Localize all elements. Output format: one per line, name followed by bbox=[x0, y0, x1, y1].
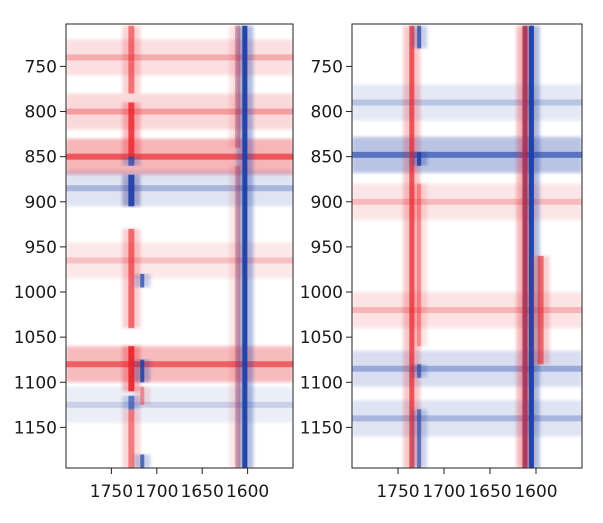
heatmap-row-line bbox=[66, 257, 293, 264]
heatmap-row-line bbox=[66, 185, 293, 192]
heatmap-row-line bbox=[352, 365, 582, 372]
heatmap-negative-band bbox=[417, 364, 422, 378]
x-tick-label: 1600 bbox=[226, 482, 269, 502]
y-tick-label: 950 bbox=[25, 238, 57, 258]
heatmap-row-band bbox=[66, 386, 293, 423]
heatmap-row-band bbox=[352, 400, 582, 437]
heatmap-positive-band bbox=[128, 346, 135, 392]
heatmap-row-band bbox=[66, 93, 293, 130]
heatmap-negative-band bbox=[140, 273, 145, 288]
heatmap-positive-band bbox=[417, 183, 422, 347]
heatmap-positive-band bbox=[537, 255, 544, 365]
heatmap-negative-band bbox=[128, 156, 135, 166]
heatmap-negative-band bbox=[417, 25, 422, 49]
heatmap-row-line bbox=[66, 54, 293, 61]
heatmap-row-line bbox=[352, 198, 582, 205]
heatmap-positive-band bbox=[128, 228, 135, 329]
heatmap-row-band bbox=[66, 39, 293, 76]
y-tick-label: 950 bbox=[311, 238, 343, 258]
heatmap-negative-band bbox=[242, 25, 248, 468]
y-tick-label: 1050 bbox=[14, 328, 57, 348]
heatmap-negative-band bbox=[528, 25, 534, 468]
y-tick-label: 1100 bbox=[300, 373, 343, 393]
y-tick-label: 800 bbox=[25, 103, 57, 123]
heatmap-negative-band bbox=[417, 152, 422, 166]
heatmap-plot-area bbox=[352, 24, 582, 468]
heatmap-row-line bbox=[352, 307, 582, 314]
y-tick-label: 1100 bbox=[14, 373, 57, 393]
y-tick-label: 1000 bbox=[14, 283, 57, 303]
heatmap-plot-area bbox=[66, 24, 293, 468]
heatmap-row-line bbox=[66, 361, 293, 368]
y-tick-label: 1000 bbox=[300, 283, 343, 303]
y-tick-label: 750 bbox=[25, 57, 57, 77]
y-tick-label: 850 bbox=[25, 148, 57, 168]
x-tick-label: 1700 bbox=[135, 482, 178, 502]
heatmap-positive-band bbox=[128, 25, 135, 94]
x-tick-label: 1750 bbox=[376, 482, 419, 502]
heatmap-negative-band bbox=[417, 409, 422, 468]
plot-frame bbox=[65, 23, 294, 469]
x-tick-label: 1600 bbox=[514, 482, 557, 502]
heatmap-row-band bbox=[66, 170, 293, 207]
y-tick-label: 900 bbox=[311, 193, 343, 213]
x-tick-label: 1650 bbox=[181, 482, 224, 502]
x-tick-label: 1700 bbox=[422, 482, 465, 502]
heatmap-positive-band bbox=[128, 409, 135, 468]
heatmap-band-halo bbox=[411, 183, 428, 347]
heatmap-row-band bbox=[66, 242, 293, 279]
heatmap-row-line bbox=[352, 415, 582, 422]
heatmap-positive-band bbox=[140, 386, 145, 405]
plot-frame bbox=[351, 23, 583, 469]
heatmap-negative-band bbox=[140, 454, 145, 468]
heatmap-negative-band bbox=[128, 395, 135, 410]
x-tick-label: 1750 bbox=[90, 482, 133, 502]
heatmap-row-band bbox=[352, 84, 582, 121]
y-tick-label: 900 bbox=[25, 193, 57, 213]
y-tick-label: 1050 bbox=[300, 328, 343, 348]
heatmap-negative-band bbox=[140, 359, 145, 383]
y-tick-label: 800 bbox=[311, 103, 343, 123]
y-tick-label: 750 bbox=[311, 57, 343, 77]
heatmap-row-line bbox=[352, 151, 582, 158]
y-tick-label: 850 bbox=[311, 148, 343, 168]
heatmap-row-line bbox=[66, 108, 293, 115]
y-tick-label: 1150 bbox=[300, 418, 343, 438]
heatmap-row-line bbox=[66, 401, 293, 408]
heatmap-row-line bbox=[66, 153, 293, 160]
heatmap-row-line bbox=[352, 99, 582, 106]
heatmap-band-halo bbox=[134, 386, 151, 405]
heatmap-positive-band bbox=[128, 102, 135, 157]
heatmap-negative-band bbox=[128, 174, 135, 207]
heatmap-row-band bbox=[352, 183, 582, 220]
x-tick-label: 1650 bbox=[468, 482, 511, 502]
y-tick-label: 1150 bbox=[14, 418, 57, 438]
